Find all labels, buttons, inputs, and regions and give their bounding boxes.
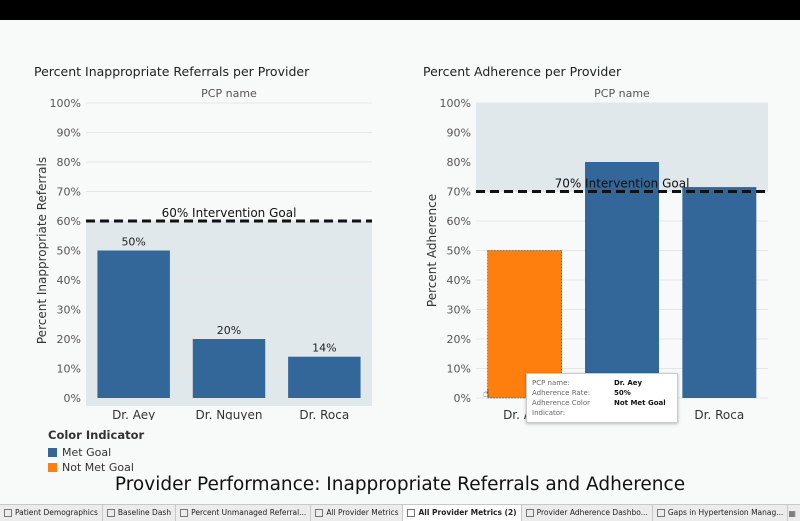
color-legend: Color Indicator Met Goal Not Met Goal [48,428,144,475]
tab-all-provider-metrics[interactable]: All Provider Metrics [311,505,404,521]
adherence-chart-title: Percent Adherence per Provider [423,64,622,79]
y-tick-label: 90% [447,127,471,140]
tooltip-value: Not Met Goal [614,399,666,407]
dashboard-tab-icon [180,509,189,517]
dashboard-tab-icon [656,509,665,517]
y-tick-label: 70% [57,186,81,199]
y-tick-label: 80% [57,156,81,169]
tab-provider-adherence-dashboard[interactable]: Provider Adherence Dashbo... [522,505,653,521]
bar-dr-roca [682,187,757,398]
y-tick-label: 0% [454,392,471,405]
dashboard-title: Provider Performance: Inappropriate Refe… [114,474,686,495]
legend-swatch-met-goal [48,448,57,457]
y-tick-label: 40% [57,274,81,287]
x-tick-label: Dr. Nguyen [196,408,263,420]
tab-label: Provider Adherence Dashbo... [536,508,648,517]
sheet-tab-bar: Patient Demographics Baseline Dash Perce… [0,504,800,521]
dashboard-tab-icon [4,509,12,517]
y-tick-label: 30% [447,304,471,317]
y-tick-label: 40% [447,274,471,287]
y-tick-label: 50% [447,245,471,258]
x-tick-label: Dr. Aey [112,408,155,420]
y-tick-label: 60% [57,215,81,228]
tooltip-row: Adherence Color Indicator: Not Met Goal [532,398,672,418]
y-tick-label: 100% [440,97,471,110]
legend-label-met-goal: Met Goal [62,446,112,459]
column-header: PCP name [594,87,650,100]
data-label: 14% [312,342,336,355]
x-tick-label: Dr. Roca [694,408,744,420]
tab-patient-demographics[interactable]: Patient Demographics [0,505,103,521]
tooltip-row: Adherence Rate: 50% [532,388,672,398]
tab-baseline-dash[interactable]: Baseline Dash [103,505,177,521]
legend-label-not-met-goal: Not Met Goal [62,461,134,474]
adherence-chart-svg[interactable]: 0% 10% 20% 30% 40% 50% 60% 70% 80% 90% 100% PCP nam… [390,80,770,422]
bar-dr-nguyen [192,339,266,398]
y-axis-label: Percent Adherence [425,194,439,307]
y-tick-label: 10% [447,363,471,376]
x-tick-label: Dr. Roca [299,408,349,420]
legend-title: Color Indicator [48,428,145,442]
tooltip-row: PCP name: Dr. Aey [532,378,672,388]
tab-label: Patient Demographics [15,508,98,517]
y-tick-label: 80% [447,156,471,169]
y-tick-label: 30% [57,304,81,317]
dashboard-tab-icon [525,509,534,517]
data-label: 50% [121,236,145,249]
tab-percent-unmanaged-referral[interactable]: Percent Unmanaged Referral... [176,505,312,521]
y-tick-label: 50% [57,245,81,258]
y-tick-label: 60% [447,215,471,228]
y-tick-label: 20% [57,333,81,346]
y-tick-label: 10% [57,363,81,376]
tab-label: All Provider Metrics (2) [418,508,517,517]
tab-navigation: ▦ ⏮ ◀ ▶ ⏭ [788,508,800,518]
dashboard-tab-icon [106,509,115,517]
tab-all-provider-metrics-2[interactable]: All Provider Metrics (2) [403,505,522,521]
tab-label: Percent Unmanaged Referral... [191,508,307,517]
legend-item-met-goal[interactable]: Met Goal [48,445,144,460]
referrals-chart-svg[interactable]: 0% 10% 20% 30% 40% 50% 60% 70% 80% 90% 100% PCP nam… [0,80,380,422]
hand-cursor-icon: ☝ [483,387,490,400]
tooltip-key: PCP name: [532,379,570,387]
tooltip-value: 50% [614,389,631,397]
column-header: PCP name [201,87,257,100]
y-tick-label: 100% [50,97,81,110]
dashboard-tab-icon [315,509,324,517]
bar-tooltip: PCP name: Dr. Aey Adherence Rate: 50% Ad… [526,373,678,423]
y-tick-label: 90% [57,127,81,140]
data-label: 20% [217,324,241,337]
y-tick-label: 0% [64,392,81,405]
tooltip-key: Adherence Rate: [532,389,591,397]
y-axis-label: Percent Inappropriate Referrals [35,157,49,344]
bar-dr-roca [288,356,361,398]
tab-label: All Provider Metrics [326,508,399,517]
bar-dr-nguyen [585,162,659,398]
legend-item-not-met-goal[interactable]: Not Met Goal [48,460,144,475]
goal-label: 70% Intervention Goal [555,177,690,191]
legend-swatch-not-met-goal [48,463,57,472]
adherence-chart[interactable]: 0% 10% 20% 30% 40% 50% 60% 70% 80% 90% 100% PCP nam… [390,80,770,422]
dashboard-tab-icon [407,509,416,517]
y-tick-label: 20% [447,333,471,346]
tab-label: Baseline Dash [117,508,172,517]
y-tick-label: 70% [447,186,471,199]
tooltip-key: Adherence Color Indicator: [532,399,590,417]
grid-view-icon[interactable]: ▦ [788,508,796,518]
tooltip-value: Dr. Aey [614,379,643,387]
top-black-bar [0,0,800,20]
tab-label: Gaps in Hypertension Manag... [667,508,784,517]
referrals-chart-title: Percent Inappropriate Referrals per Prov… [34,64,310,79]
tab-gaps-in-hypertension[interactable]: Gaps in Hypertension Manag... [653,505,789,521]
referrals-chart[interactable]: 0% 10% 20% 30% 40% 50% 60% 70% 80% 90% 100% PCP nam… [0,80,380,422]
bar-dr-aey [97,250,170,398]
goal-label: 60% Intervention Goal [162,206,297,220]
